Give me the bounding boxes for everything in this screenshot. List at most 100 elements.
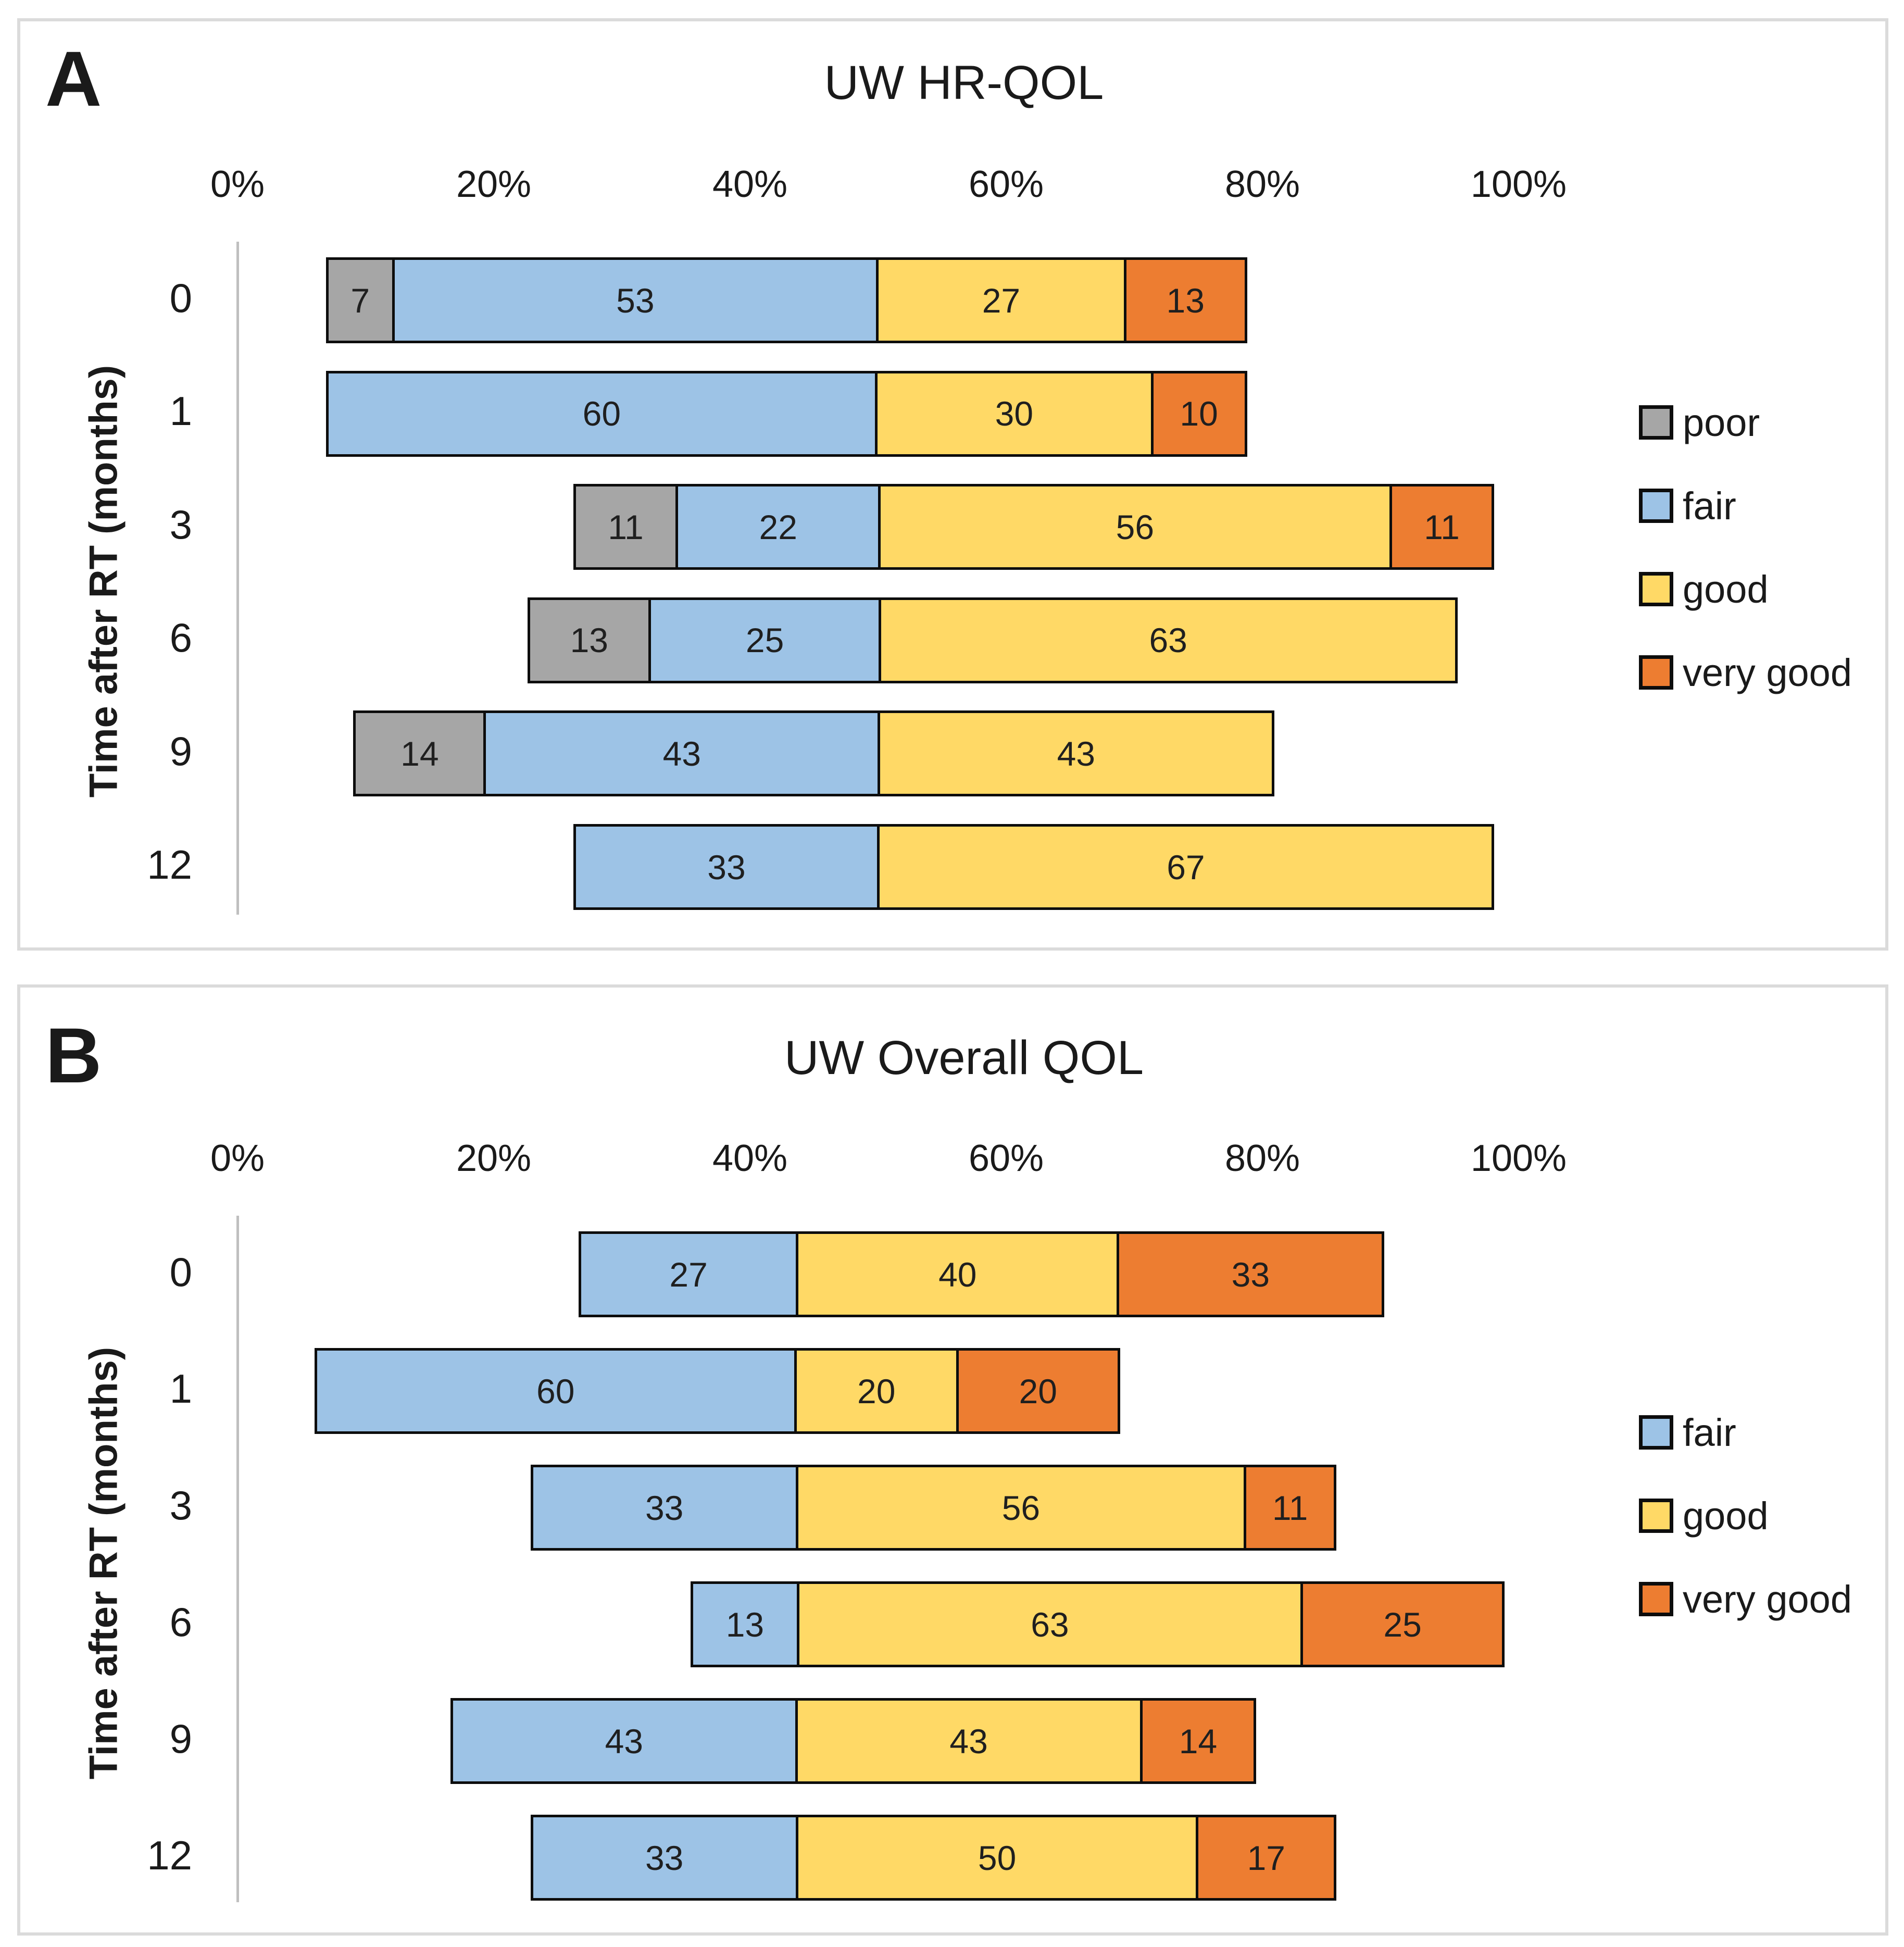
bar-segment-very-good: 10 [1150, 373, 1245, 454]
x-tick-label: 20% [456, 1138, 532, 1179]
legend-swatch-poor [1639, 405, 1673, 440]
legend-a: poor fair good very good [1639, 401, 1852, 734]
chart-title-b: UW Overall QOL [784, 1031, 1144, 1084]
segment-value-label: 43 [605, 1721, 644, 1761]
bar-segment-very-good: 11 [1389, 486, 1492, 568]
segment-value-label: 20 [1019, 1371, 1057, 1411]
legend-label: fair [1683, 1411, 1736, 1454]
x-tick-label: 0% [210, 164, 265, 205]
segment-value-label: 27 [669, 1255, 708, 1294]
bar-segment-very-good: 33 [1117, 1234, 1382, 1315]
segment-value-label: 22 [759, 507, 797, 546]
segment-value-label: 17 [1247, 1838, 1286, 1877]
legend-item: good [1639, 567, 1852, 611]
x-tick-label: 0% [210, 1138, 265, 1179]
bar-segment-fair: 43 [483, 713, 878, 794]
bar-segment-very-good: 20 [956, 1351, 1118, 1431]
segment-value-label: 43 [1057, 734, 1095, 773]
bar-row: 33 67 [573, 824, 1495, 910]
bar-segment-poor: 14 [356, 713, 484, 794]
legend-swatch-very-good [1639, 1582, 1673, 1616]
bar-segment-good: 63 [796, 1584, 1301, 1665]
segment-value-label: 20 [857, 1371, 896, 1411]
bar-segment-very-good: 17 [1196, 1817, 1334, 1898]
bar-segment-poor: 7 [328, 260, 392, 341]
row-label: 3 [169, 1482, 192, 1528]
bar-segment-poor: 13 [530, 600, 648, 681]
segment-value-label: 50 [978, 1838, 1017, 1877]
bar-segment-good: 63 [879, 600, 1456, 681]
segment-value-label: 25 [745, 621, 784, 660]
bar-segment-good: 30 [874, 373, 1151, 454]
bar-row: 27 40 33 [578, 1231, 1385, 1317]
bar-segment-very-good: 25 [1300, 1584, 1502, 1665]
bar-row: 33 56 11 [530, 1465, 1337, 1551]
panel-b: B UW Overall QOL Time after RT (months) … [17, 984, 1888, 1936]
bar-segment-good: 40 [796, 1234, 1117, 1315]
panel-label-b: B [45, 1012, 102, 1099]
row-label: 12 [147, 1832, 192, 1878]
segment-value-label: 67 [1167, 847, 1205, 887]
bar-row: 7 53 27 13 [325, 257, 1247, 343]
segment-value-label: 60 [536, 1371, 575, 1411]
legend-swatch-good [1639, 1499, 1673, 1533]
row-label: 9 [169, 1715, 192, 1762]
segment-value-label: 33 [645, 1488, 684, 1527]
x-tick-label: 80% [1224, 164, 1300, 205]
x-tick-label: 20% [456, 164, 532, 205]
panel-a: A UW HR-QOL Time after RT (months) 0% 20%… [17, 18, 1888, 951]
legend-item: fair [1639, 484, 1852, 528]
legend-label: poor [1683, 401, 1760, 444]
segment-value-label: 33 [1231, 1255, 1270, 1294]
panel-label-a: A [45, 35, 102, 122]
bar-segment-very-good: 11 [1244, 1467, 1334, 1548]
bar-segment-fair: 25 [648, 600, 879, 681]
x-tick-label: 40% [712, 164, 788, 205]
segment-value-label: 7 [350, 281, 370, 320]
bar-segment-very-good: 14 [1139, 1701, 1254, 1781]
chart-title-a: UW HR-QOL [824, 56, 1104, 109]
bar-segment-fair: 53 [392, 260, 876, 341]
bar-row: 13 25 63 [527, 597, 1458, 683]
legend-swatch-good [1639, 572, 1673, 606]
segment-value-label: 63 [1031, 1605, 1069, 1644]
segment-value-label: 14 [400, 734, 439, 773]
bar-segment-very-good: 13 [1123, 260, 1245, 341]
segment-value-label: 40 [938, 1255, 977, 1294]
bar-segment-good: 56 [878, 486, 1389, 568]
row-label: 12 [147, 841, 192, 888]
segment-value-label: 13 [570, 621, 608, 660]
bar-segment-good: 67 [877, 827, 1492, 907]
y-axis-line-b [236, 1216, 239, 1902]
x-tick-label: 100% [1470, 164, 1567, 205]
bar-row: 11 22 56 11 [573, 484, 1495, 570]
bar-segment-fair: 33 [533, 1467, 796, 1548]
bar-row: 13 63 25 [691, 1581, 1505, 1667]
bar-segment-good: 43 [878, 713, 1272, 794]
bar-segment-good: 43 [795, 1701, 1140, 1781]
segment-value-label: 27 [982, 281, 1021, 320]
bar-segment-good: 50 [795, 1817, 1196, 1898]
segment-value-label: 53 [616, 281, 655, 320]
bar-segment-fair: 60 [328, 373, 875, 454]
legend-label: very good [1683, 651, 1852, 694]
segment-value-label: 14 [1179, 1721, 1218, 1761]
row-label: 1 [169, 1365, 192, 1412]
segment-value-label: 56 [1116, 507, 1155, 546]
legend-swatch-fair [1639, 1415, 1673, 1450]
row-label: 9 [169, 728, 192, 774]
segment-value-label: 25 [1383, 1605, 1422, 1644]
segment-value-label: 60 [582, 394, 621, 433]
segment-value-label: 33 [645, 1838, 684, 1877]
bar-row: 43 43 14 [450, 1698, 1257, 1784]
legend-label: good [1683, 1494, 1769, 1538]
segment-value-label: 11 [608, 507, 644, 546]
y-axis-line-a [236, 242, 239, 915]
legend-item: very good [1639, 1577, 1852, 1621]
legend-item: good [1639, 1494, 1852, 1538]
segment-value-label: 11 [1272, 1488, 1308, 1527]
bar-segment-fair: 33 [533, 1817, 796, 1898]
bar-segment-fair: 60 [317, 1351, 795, 1431]
bar-row: 60 30 10 [325, 370, 1247, 457]
bar-segment-fair: 33 [575, 827, 878, 907]
